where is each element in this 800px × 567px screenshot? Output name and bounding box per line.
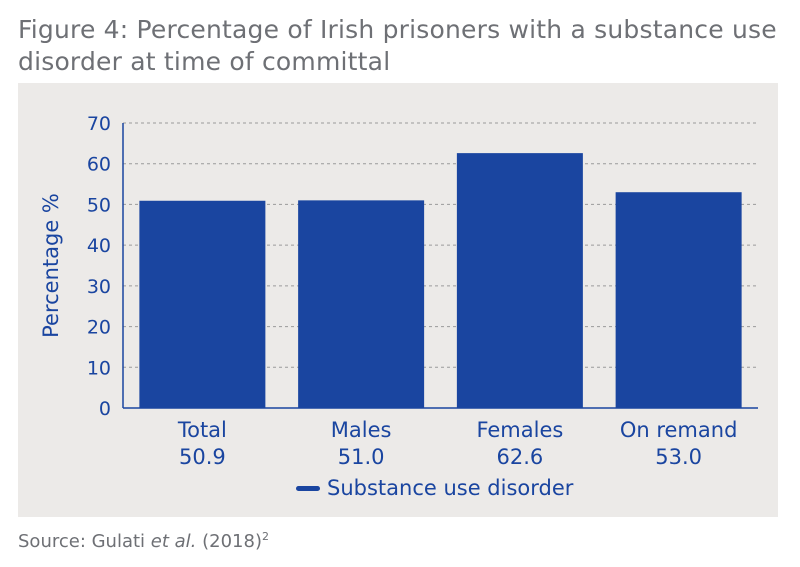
legend-label: Substance use disorder xyxy=(327,476,574,500)
source-footnote: 2 xyxy=(261,530,269,543)
y-tick-label: 70 xyxy=(87,113,111,135)
bar-value-label: 53.0 xyxy=(655,445,702,469)
chart-panel: 0 10 20 30 40 50 60 70 Percentage % Total 50.9 Male… xyxy=(18,83,778,517)
source-italic: et al. xyxy=(150,531,197,552)
bar-value-label: 50.9 xyxy=(179,445,226,469)
bar-on-remand xyxy=(615,192,742,408)
legend-swatch xyxy=(296,486,320,491)
bar-chart: 0 10 20 30 40 50 60 70 Percentage % Total 50.9 Male… xyxy=(39,113,758,500)
y-axis-title: Percentage % xyxy=(39,193,63,338)
x-category-label: Females xyxy=(476,418,563,442)
bar-value-label: 51.0 xyxy=(338,445,385,469)
x-category-label: On remand xyxy=(620,418,738,442)
y-tick-label: 30 xyxy=(87,276,111,298)
x-category-label: Males xyxy=(331,418,392,442)
bar-males xyxy=(298,200,425,408)
source-suffix: (2018) xyxy=(196,531,262,552)
bar-total xyxy=(139,200,266,408)
bar-value-label: 62.6 xyxy=(496,445,543,469)
y-tick-label: 50 xyxy=(87,194,111,216)
source-note: Source: Gulati et al. (2018)2 xyxy=(18,530,269,552)
y-tick-label: 60 xyxy=(87,154,111,176)
y-tick-label: 0 xyxy=(99,398,111,420)
y-tick-label: 10 xyxy=(87,357,111,379)
x-category-label: Total xyxy=(177,418,227,442)
bar-females xyxy=(456,153,583,408)
source-prefix: Source: Gulati xyxy=(18,531,151,552)
figure-title: Figure 4: Percentage of Irish prisoners … xyxy=(18,15,777,76)
y-tick-label: 20 xyxy=(87,317,111,339)
y-tick-label: 40 xyxy=(87,235,111,257)
